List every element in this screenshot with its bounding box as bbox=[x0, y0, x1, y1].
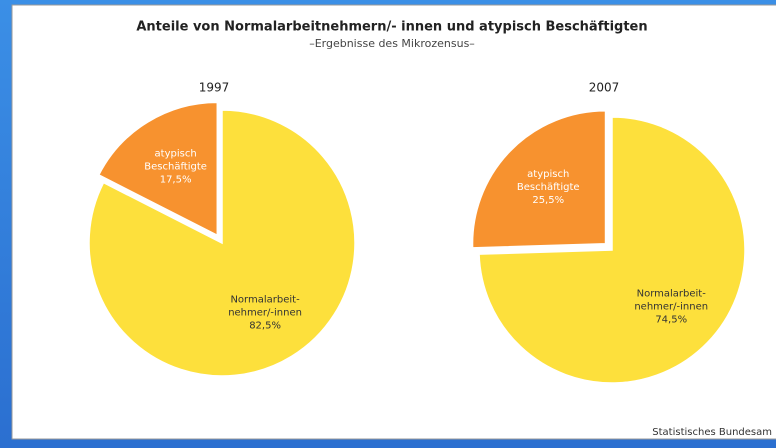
pie-title: 1997 bbox=[199, 81, 230, 95]
slice-label: atypisch bbox=[527, 169, 569, 180]
slice-label: atypisch bbox=[155, 148, 197, 159]
slice-label: Beschäftigte bbox=[517, 182, 580, 193]
pie-slice bbox=[88, 109, 356, 377]
pie-slice bbox=[97, 101, 219, 237]
slice-label: Normalarbeit- bbox=[637, 288, 707, 299]
pie-slice bbox=[478, 116, 746, 384]
value-label: 17,5% bbox=[160, 174, 192, 185]
source: Statistisches Bundesam bbox=[652, 427, 772, 438]
chart-title: Anteile von Normalarbeitnehmern/- innen … bbox=[136, 20, 647, 35]
pie-title: 2007 bbox=[589, 81, 620, 95]
slice-label: Beschäftigte bbox=[144, 161, 207, 172]
value-label: 25,5% bbox=[532, 195, 564, 206]
value-label: 74,5% bbox=[655, 314, 687, 325]
value-label: 82,5% bbox=[249, 320, 281, 331]
slice-label: nehmer/-innen bbox=[228, 307, 302, 318]
pie-slice bbox=[471, 109, 607, 249]
slice-label: Normalarbeit- bbox=[230, 294, 300, 305]
chart-subtitle: –Ergebnisse des Mikrozensus– bbox=[309, 37, 475, 50]
slice-label: nehmer/-innen bbox=[634, 301, 708, 312]
